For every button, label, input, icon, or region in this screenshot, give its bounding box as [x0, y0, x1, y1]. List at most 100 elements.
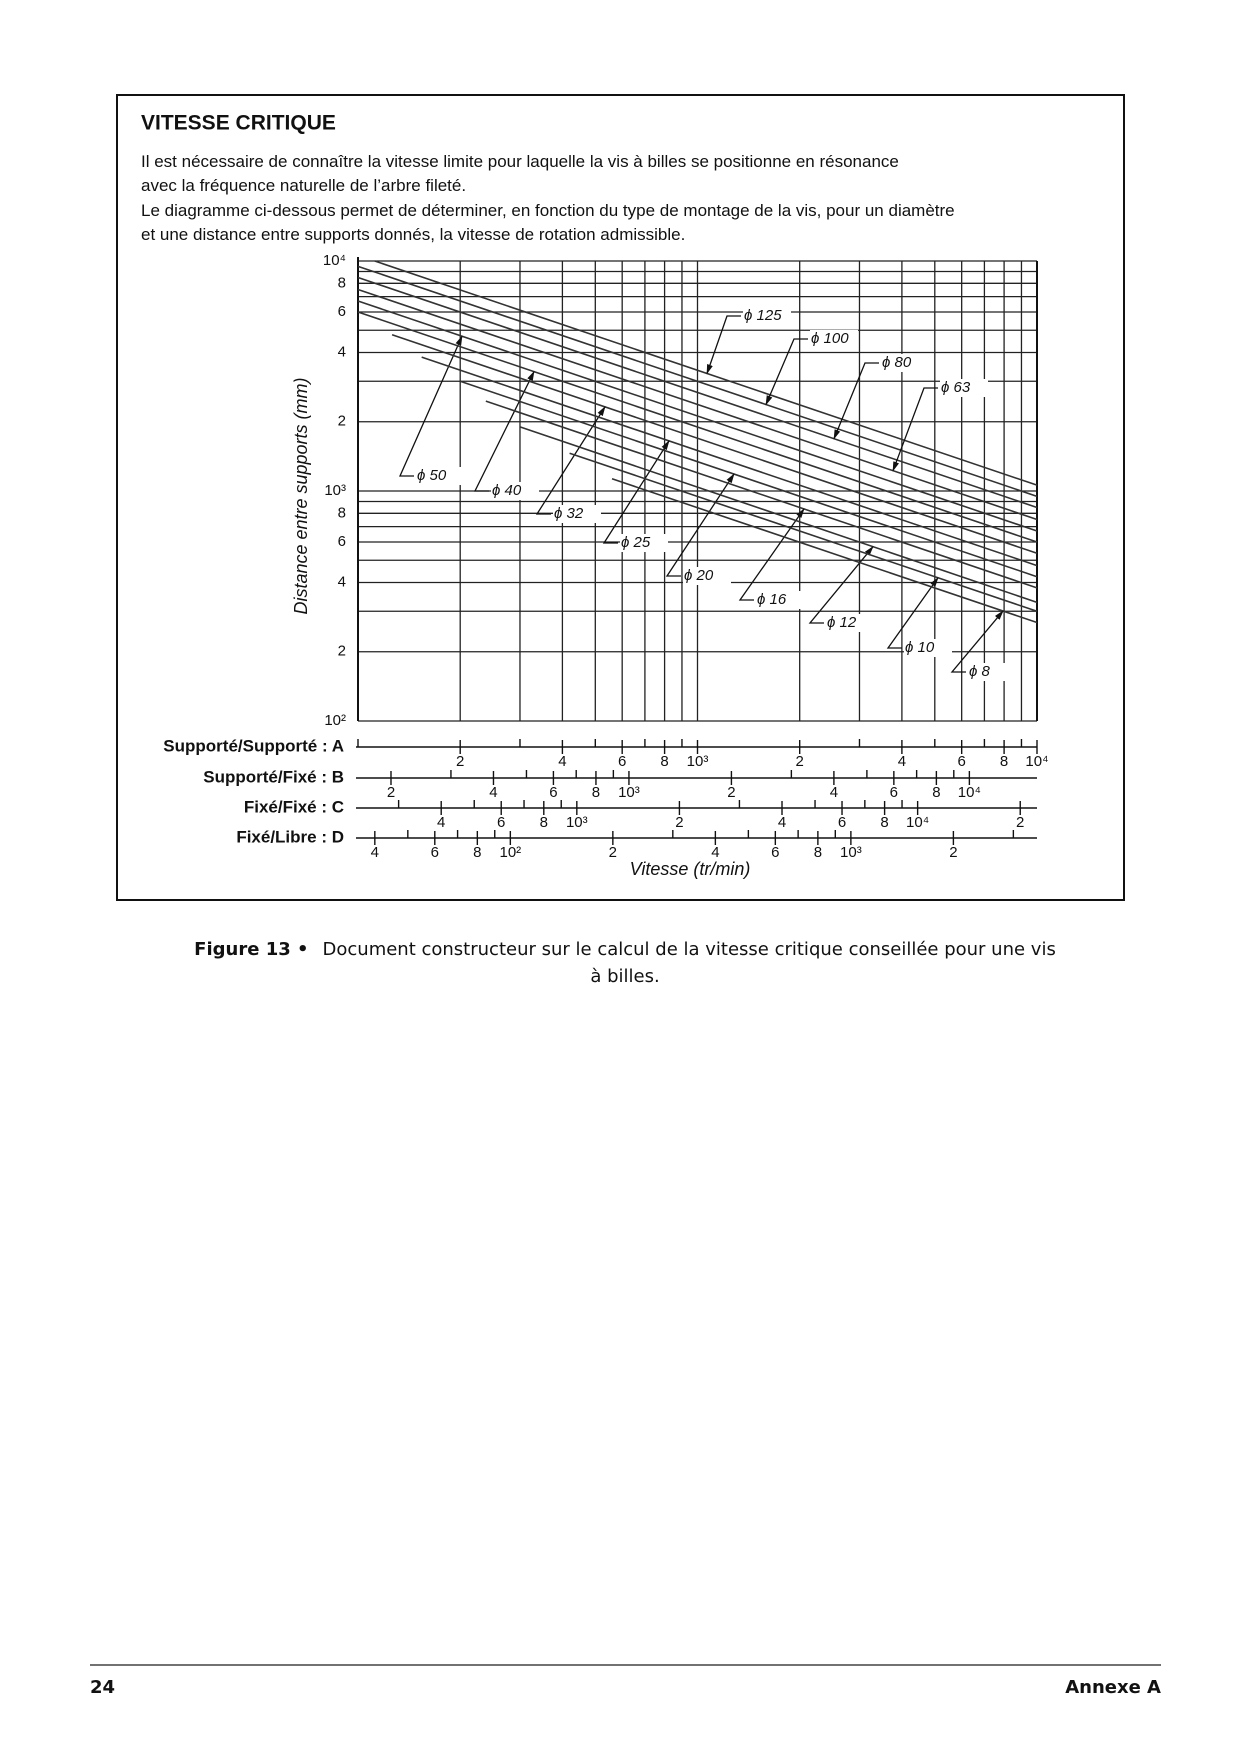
paragraph-line: et une distance entre supports donnés, l…	[141, 225, 685, 244]
label-bg	[553, 505, 601, 523]
diameter-line	[357, 288, 1038, 521]
figure-frame	[116, 94, 1125, 901]
diameter-line	[569, 452, 1038, 613]
label-bg	[826, 614, 874, 632]
scale-tick-label: 6	[838, 814, 846, 831]
legend-label: ϕ 32	[554, 505, 584, 522]
y-tick-label: 10³	[324, 482, 346, 499]
scale-tick-label: 6	[618, 753, 626, 770]
scale-tick-label: 8	[473, 844, 481, 861]
scale-tick-label: 10³	[566, 814, 588, 831]
y-tick-label: 10²	[324, 712, 346, 729]
scale-tick-label: 8	[880, 814, 888, 831]
paragraph-line: Le diagramme ci-dessous permet de déterm…	[141, 201, 955, 220]
scale-tick-label: 6	[958, 753, 966, 770]
diameter-line	[357, 300, 1038, 532]
legend-label: ϕ 125	[744, 307, 782, 324]
scale-tick-label: 8	[660, 753, 668, 770]
scale-tick-label: 8	[592, 784, 600, 801]
label-bg	[968, 663, 1016, 681]
scale-tick-label: 4	[437, 814, 445, 831]
scale-tick-label: 6	[549, 784, 557, 801]
scale-tick-label: 6	[890, 784, 898, 801]
diameter-line	[374, 260, 1038, 486]
scale-tick-label: 8	[932, 784, 940, 801]
scale-tick-label: 6	[431, 844, 439, 861]
scale-tick-label: 10³	[840, 844, 862, 861]
legend-label: ϕ 80	[882, 354, 912, 371]
scale-tick-label: 4	[558, 753, 566, 770]
paragraph-line: avec la fréquence naturelle de l’arbre f…	[141, 176, 466, 195]
legend-label: ϕ 63	[941, 379, 971, 396]
scale-tick-label: 4	[371, 844, 379, 861]
scale-tick-label: 2	[796, 753, 804, 770]
label-leader	[833, 362, 879, 440]
scale-tick-label: 2	[1016, 814, 1024, 831]
x-axis-title: Vitesse (tr/min)	[630, 859, 751, 879]
label-bg	[940, 379, 988, 397]
y-tick-label: 10⁴	[323, 252, 346, 269]
scale-tick-label: 6	[771, 844, 779, 861]
label-leader	[665, 473, 735, 577]
scale-tick-label: 2	[949, 844, 957, 861]
scale-tick-label: 2	[456, 753, 464, 770]
caption-label: Figure 13 •	[194, 939, 308, 960]
scale-label: Supporté/Supporté : A	[163, 736, 344, 755]
label-leader	[950, 610, 1004, 673]
label-leader	[738, 508, 805, 601]
legend-label: ϕ 50	[417, 467, 447, 484]
scale-tick-label: 10³	[687, 753, 709, 770]
diameter-line	[357, 265, 1038, 498]
label-leader	[535, 406, 606, 515]
label-leader	[399, 335, 463, 477]
legend-label: ϕ 40	[492, 482, 522, 499]
legend-label: ϕ 10	[905, 639, 935, 656]
diameter-line	[357, 276, 1038, 509]
label-bg	[904, 639, 952, 657]
scale-tick-label: 4	[711, 844, 719, 861]
scale-tick-label: 2	[727, 784, 735, 801]
scale-tick-label: 10⁴	[906, 814, 929, 831]
diameter-line	[391, 333, 1038, 555]
scale-tick-label: 6	[497, 814, 505, 831]
scale-tick-label: 10⁴	[1025, 753, 1048, 770]
y-tick-label: 6	[338, 533, 346, 550]
label-bg	[810, 330, 858, 348]
footer-section: Annexe A	[1065, 1677, 1161, 1698]
y-axis-title: Distance entre supports (mm)	[291, 377, 311, 614]
scale-tick-label: 4	[898, 753, 906, 770]
label-leader	[892, 387, 938, 472]
paragraph-line: Il est nécessaire de connaître la vitess…	[141, 152, 899, 171]
y-tick-label: 8	[338, 274, 346, 291]
y-tick-label: 8	[338, 504, 346, 521]
label-bg	[881, 354, 929, 372]
scale-tick-label: 10⁴	[958, 784, 981, 801]
scale-tick-label: 10³	[618, 784, 640, 801]
label-leader	[808, 545, 874, 624]
diameter-line	[459, 380, 1038, 578]
label-bg	[743, 307, 791, 325]
y-tick-label: 4	[338, 573, 346, 590]
legend-label: ϕ 25	[621, 534, 651, 551]
scale-tick-label: 10²	[499, 844, 521, 861]
legend-label: ϕ 16	[757, 591, 787, 608]
label-bg	[683, 567, 731, 585]
diameter-line	[421, 356, 1038, 567]
scale-tick-label: 4	[489, 784, 497, 801]
y-tick-label: 2	[338, 643, 346, 660]
diameter-line	[357, 311, 1038, 543]
scale-tick-label: 8	[1000, 753, 1008, 770]
label-bg	[620, 534, 668, 552]
scale-tick-label: 2	[609, 844, 617, 861]
label-bg	[756, 591, 804, 609]
legend-label: ϕ 100	[811, 330, 849, 347]
label-bg	[416, 467, 464, 485]
label-bg	[491, 482, 539, 500]
legend-label: ϕ 12	[827, 614, 857, 631]
caption-line: à billes.	[590, 966, 659, 987]
scale-tick-label: 2	[675, 814, 683, 831]
label-leader	[765, 338, 808, 406]
scale-label: Fixé/Libre : D	[236, 827, 344, 846]
